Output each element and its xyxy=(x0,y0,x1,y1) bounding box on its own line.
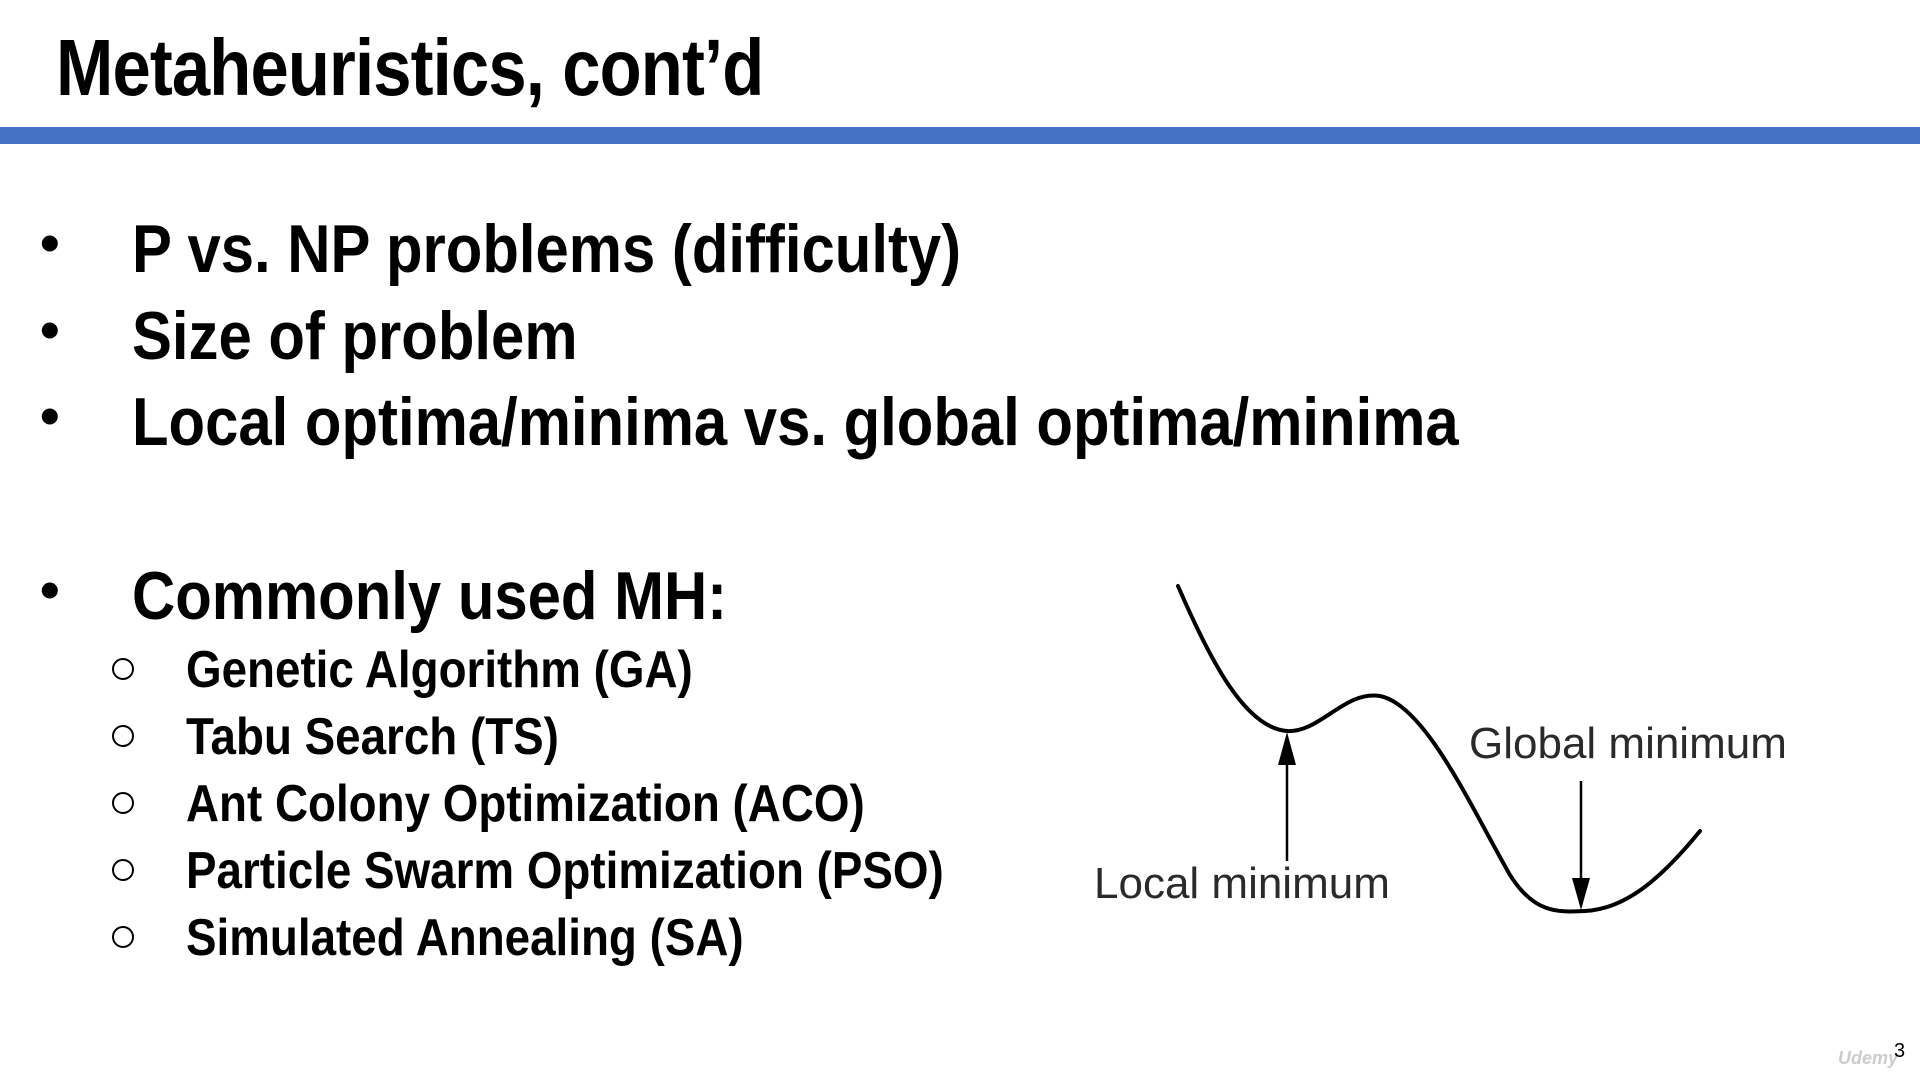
page-number: 3 xyxy=(1894,1040,1906,1062)
sub-bullet-text: Simulated Annealing (SA) xyxy=(186,909,744,967)
sub-bullet-text: Tabu Search (TS) xyxy=(186,708,559,766)
local-minimum-arrow-icon xyxy=(1278,732,1296,861)
bullet-text: Commonly used MH: xyxy=(132,558,728,634)
udemy-watermark: Udemy xyxy=(1838,1048,1899,1068)
hollow-circle-icon xyxy=(112,658,134,680)
sub-bullet-text: Ant Colony Optimization (ACO) xyxy=(186,775,865,833)
local-minimum-label: Local minimum xyxy=(1094,859,1390,908)
global-minimum-label: Global minimum xyxy=(1469,719,1787,768)
title-underline-bar xyxy=(0,127,1920,144)
bullet-text: Size of problem xyxy=(132,298,578,374)
global-minimum-arrow-icon xyxy=(1572,781,1590,910)
bullet-dot-icon: • xyxy=(40,211,60,274)
minima-diagram: Local minimum Global minimum xyxy=(1094,584,1787,914)
hollow-circle-icon xyxy=(112,792,134,814)
bullet-text: Local optima/minima vs. global optima/mi… xyxy=(132,384,1459,460)
bullet-text: P vs. NP problems (difficulty) xyxy=(132,211,962,287)
bullet-dot-icon: • xyxy=(40,558,60,621)
sub-bullet-text: Particle Swarm Optimization (PSO) xyxy=(186,842,944,900)
sub-bullet-text: Genetic Algorithm (GA) xyxy=(186,641,693,699)
slide-title: Metaheuristics, cont’d xyxy=(56,23,764,112)
hollow-circle-icon xyxy=(112,725,134,747)
hollow-circle-icon xyxy=(112,859,134,881)
bullet-dot-icon: • xyxy=(40,298,60,361)
objective-curve xyxy=(1176,584,1702,914)
hollow-circle-icon xyxy=(112,926,134,948)
bullet-dot-icon: • xyxy=(40,384,60,447)
